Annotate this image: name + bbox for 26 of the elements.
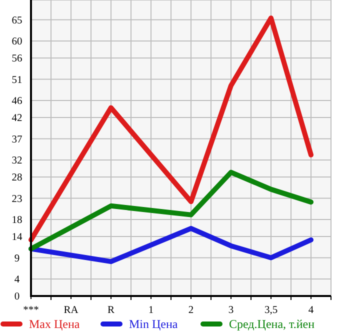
y-tick-label: 56 [12,54,22,65]
y-tick-label: 4 [14,274,20,286]
y-tick-label: 46 [12,96,22,108]
y-tick-label: 42 [12,113,22,124]
x-tick-label: 1 [148,305,154,316]
x-tick-label: RA [64,305,79,316]
y-tick-label: 18 [12,215,22,226]
x-tick-label: 2 [188,305,194,316]
y-tick-label: 60 [12,36,22,48]
y-tick-label: 9 [14,253,20,264]
y-tick-label: 51 [12,74,22,86]
y-tick-label: 37 [12,134,22,146]
y-tick-label: 23 [12,194,22,205]
x-tick-label: 3,5 [264,305,278,316]
x-tick-label: 3 [228,305,234,316]
y-tick-label: 28 [12,172,22,184]
y-tick-label: 0 [14,292,20,303]
x-tick-label: *** [23,305,39,316]
y-tick-label: 65 [12,15,22,26]
legend-label: Сред.Цена, т.йен [229,317,316,331]
y-tick-label: 32 [12,156,22,167]
legend-label: Max Цена [29,317,80,331]
y-tick-label: 14 [12,232,23,244]
x-tick-label: R [107,305,115,316]
legend-label: Min Цена [129,317,178,331]
x-tick-label: 4 [308,305,314,316]
